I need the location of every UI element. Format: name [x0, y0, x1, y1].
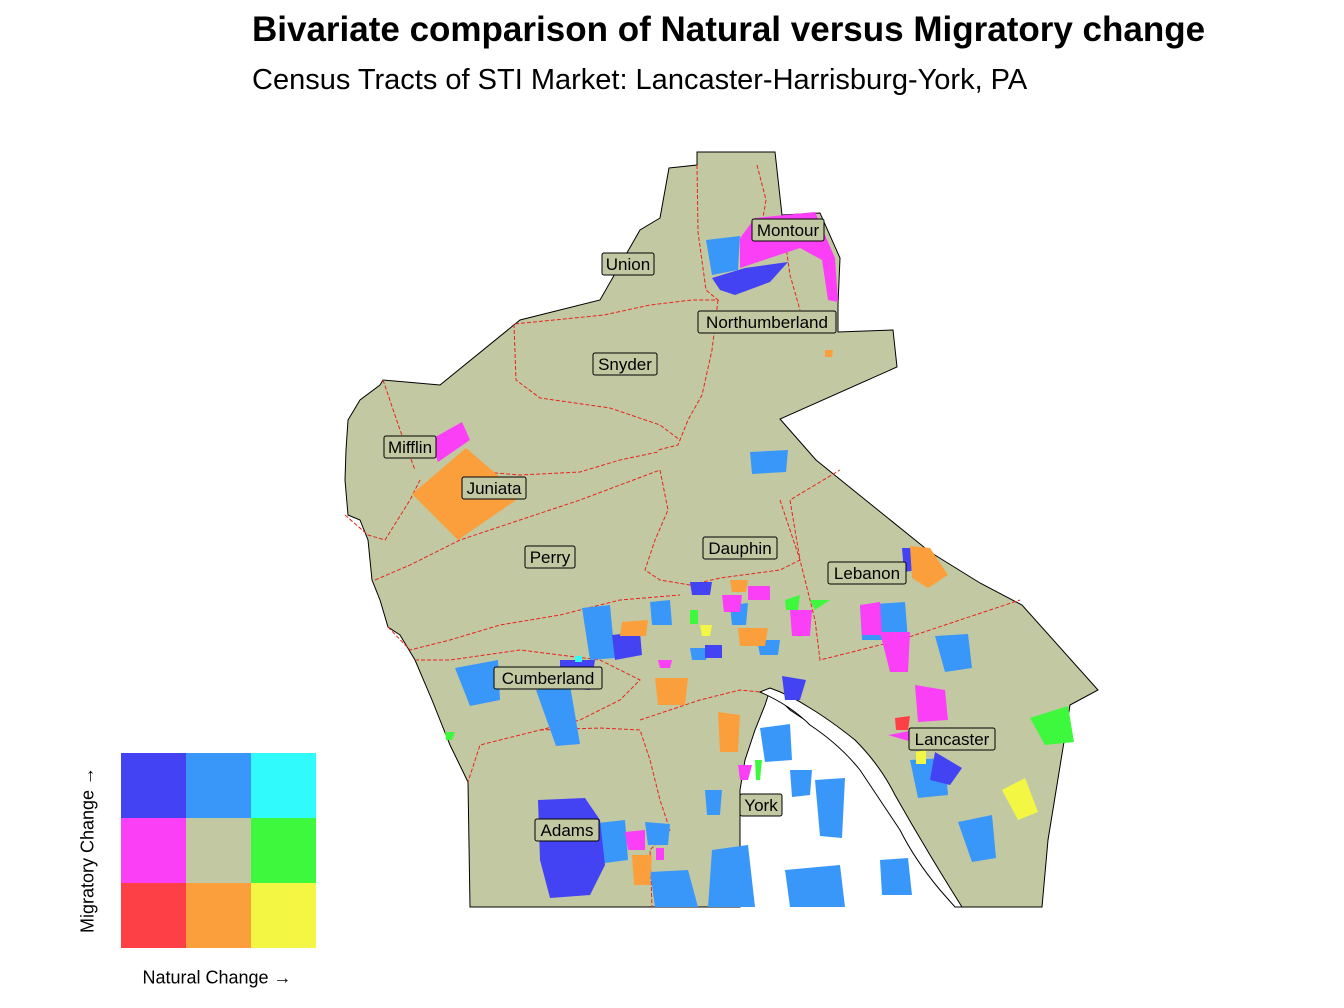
- svg-text:Cumberland: Cumberland: [502, 669, 595, 688]
- legend-cell-r0-c1: [186, 753, 251, 818]
- tracts-blue: [455, 236, 996, 907]
- svg-text:Lancaster: Lancaster: [915, 730, 990, 749]
- label-dauphin: Dauphin: [702, 536, 778, 560]
- legend-cell-r0-c0: [121, 753, 186, 818]
- legend-cell-r2-c1: [186, 883, 251, 948]
- tracts-cyan: [575, 656, 582, 662]
- label-montour: Montour: [751, 218, 825, 242]
- svg-text:York: York: [744, 796, 778, 815]
- label-snyder: Snyder: [592, 352, 658, 376]
- legend-cell-r1-c0: [121, 818, 186, 883]
- svg-text:Mifflin: Mifflin: [388, 438, 432, 457]
- label-cumberland: Cumberland: [493, 666, 603, 690]
- label-mifflin: Mifflin: [383, 435, 437, 459]
- label-lebanon: Lebanon: [827, 561, 907, 585]
- svg-text:Dauphin: Dauphin: [708, 539, 771, 558]
- svg-text:Lebanon: Lebanon: [834, 564, 900, 583]
- legend-cell-r2-c2: [251, 883, 316, 948]
- label-perry: Perry: [524, 545, 576, 569]
- legend-cell-r2-c0: [121, 883, 186, 948]
- legend-cell-r1-c1: [186, 818, 251, 883]
- label-york: York: [739, 793, 783, 817]
- map-title: Bivariate comparison of Natural versus M…: [252, 10, 1206, 49]
- label-juniata: Juniata: [461, 476, 527, 500]
- svg-text:Adams: Adams: [541, 821, 594, 840]
- legend-cell-r0-c2: [251, 753, 316, 818]
- tracts-red: [895, 716, 910, 730]
- label-union: Union: [601, 252, 655, 276]
- susquehanna-river: [758, 687, 963, 908]
- map-subtitle: Census Tracts of STI Market: Lancaster-H…: [252, 64, 1028, 96]
- svg-text:Juniata: Juniata: [467, 479, 522, 498]
- svg-text:Perry: Perry: [530, 548, 571, 567]
- legend-y-axis-label: Migratory Change →: [77, 766, 98, 934]
- svg-text:Snyder: Snyder: [598, 355, 652, 374]
- label-lancaster: Lancaster: [908, 727, 996, 751]
- tracts-yellow: [700, 625, 1038, 820]
- svg-text:Union: Union: [606, 255, 650, 274]
- tracts-green: [445, 595, 1074, 780]
- label-adams: Adams: [534, 818, 600, 842]
- svg-text:Montour: Montour: [757, 221, 820, 240]
- label-northumberland: Northumberland: [697, 310, 837, 334]
- svg-text:Northumberland: Northumberland: [706, 313, 828, 332]
- bivariate-legend: [121, 753, 316, 948]
- legend-x-axis-label: Natural Change →: [142, 967, 292, 988]
- legend-cell-r1-c2: [251, 818, 316, 883]
